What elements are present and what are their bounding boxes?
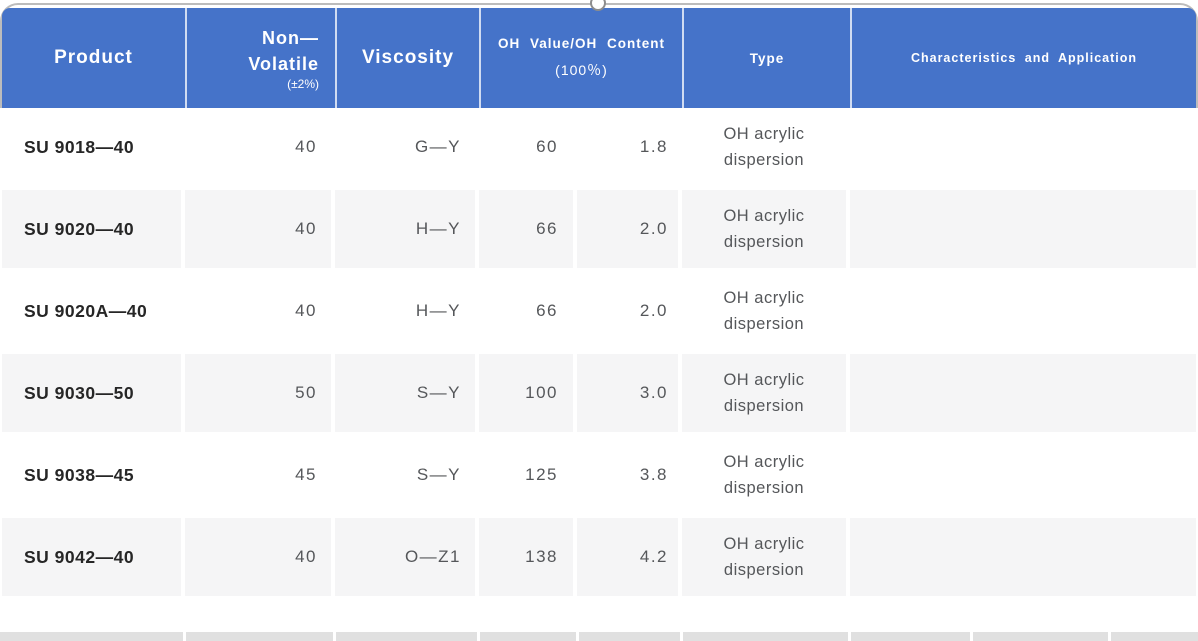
table-body: SU 9018—40 40 G—Y 60 1.8 OH acrylic disp… — [0, 108, 1198, 600]
cell-non-volatile: 40 — [183, 108, 333, 190]
header-type: Type — [682, 8, 850, 108]
band-segment — [477, 632, 576, 641]
cell-oh-content: 3.8 — [575, 436, 680, 518]
partial-next-row — [0, 600, 1198, 632]
band-segment — [848, 632, 970, 641]
header-non-volatile-line1: Non— — [262, 27, 319, 48]
cell-viscosity: O—Z1 — [333, 518, 477, 600]
cell-product: SU 9020—40 — [0, 190, 183, 272]
band-segment — [970, 632, 1108, 641]
band-segment — [576, 632, 680, 641]
cell-oh-value: 66 — [477, 190, 575, 272]
table-row: SU 9038—45 45 S—Y 125 3.8 OH acrylic dis… — [0, 436, 1198, 518]
band-segment — [183, 632, 333, 641]
cell-product: SU 9038—45 — [0, 436, 183, 518]
cell-oh-content: 2.0 — [575, 272, 680, 354]
product-spec-table[interactable]: Product Non— Volatile (±2%) Viscosity OH… — [0, 8, 1198, 641]
band-segment — [680, 632, 848, 641]
table-row: SU 9020—40 40 H—Y 66 2.0 OH acrylic disp… — [0, 190, 1198, 272]
cell-oh-value: 66 — [477, 272, 575, 354]
cell-characteristics — [848, 436, 1198, 518]
header-product-label: Product — [54, 47, 133, 68]
cell-type: OH acrylic dispersion — [680, 436, 848, 518]
cell-product: SU 9042—40 — [0, 518, 183, 600]
cell-product: SU 9018—40 — [0, 108, 183, 190]
cell-oh-value: 138 — [477, 518, 575, 600]
header-oh-note: (100％) — [555, 62, 608, 78]
cell-type: OH acrylic dispersion — [680, 354, 848, 436]
cell-viscosity: H—Y — [333, 190, 477, 272]
header-oh-value-content: OH Value/OH Content (100％) — [479, 8, 682, 108]
cell-non-volatile: 45 — [183, 436, 333, 518]
header-product: Product — [2, 8, 185, 108]
cell-oh-content: 2.0 — [575, 190, 680, 272]
cell-non-volatile: 50 — [183, 354, 333, 436]
cell-type: OH acrylic dispersion — [680, 518, 848, 600]
table-row: SU 9030—50 50 S—Y 100 3.0 OH acrylic dis… — [0, 354, 1198, 436]
cell-characteristics — [848, 108, 1198, 190]
header-non-volatile: Non— Volatile (±2%) — [185, 8, 335, 108]
band-segment — [333, 632, 477, 641]
cell-type: OH acrylic dispersion — [680, 108, 848, 190]
header-oh-title: OH Value/OH Content — [497, 36, 665, 51]
cell-non-volatile: 40 — [183, 518, 333, 600]
band-segment — [0, 632, 183, 641]
cell-characteristics — [848, 190, 1198, 272]
cell-product: SU 9030—50 — [0, 354, 183, 436]
next-table-cutoff-band — [0, 632, 1198, 641]
cell-viscosity: G—Y — [333, 108, 477, 190]
cell-type: OH acrylic dispersion — [680, 190, 848, 272]
cell-oh-value: 60 — [477, 108, 575, 190]
table-row: SU 9042—40 40 O—Z1 138 4.2 OH acrylic di… — [0, 518, 1198, 600]
cell-oh-content: 4.2 — [575, 518, 680, 600]
header-characteristics-label: Characteristics and Application — [910, 51, 1138, 65]
cell-oh-value: 100 — [477, 354, 575, 436]
cell-characteristics — [848, 518, 1198, 600]
header-non-volatile-note: (±2%) — [287, 76, 319, 91]
header-non-volatile-line2: Volatile — [248, 53, 319, 74]
cell-viscosity: S—Y — [333, 354, 477, 436]
header-viscosity: Viscosity — [335, 8, 479, 108]
cell-oh-content: 3.0 — [575, 354, 680, 436]
cell-characteristics — [848, 272, 1198, 354]
cell-type: OH acrylic dispersion — [680, 272, 848, 354]
header-type-label: Type — [749, 50, 785, 66]
cell-non-volatile: 40 — [183, 272, 333, 354]
cell-viscosity: H—Y — [333, 272, 477, 354]
cell-characteristics — [848, 354, 1198, 436]
header-viscosity-label: Viscosity — [361, 47, 455, 68]
cell-non-volatile: 40 — [183, 190, 333, 272]
resize-handle[interactable] — [590, 0, 606, 11]
table-header: Product Non— Volatile (±2%) Viscosity OH… — [2, 8, 1196, 108]
table-row: SU 9020A—40 40 H—Y 66 2.0 OH acrylic dis… — [0, 272, 1198, 354]
cell-oh-value: 125 — [477, 436, 575, 518]
cell-viscosity: S—Y — [333, 436, 477, 518]
cell-product: SU 9020A—40 — [0, 272, 183, 354]
table-row: SU 9018—40 40 G—Y 60 1.8 OH acrylic disp… — [0, 108, 1198, 190]
header-characteristics: Characteristics and Application — [850, 8, 1196, 108]
cell-oh-content: 1.8 — [575, 108, 680, 190]
band-segment — [1108, 632, 1198, 641]
